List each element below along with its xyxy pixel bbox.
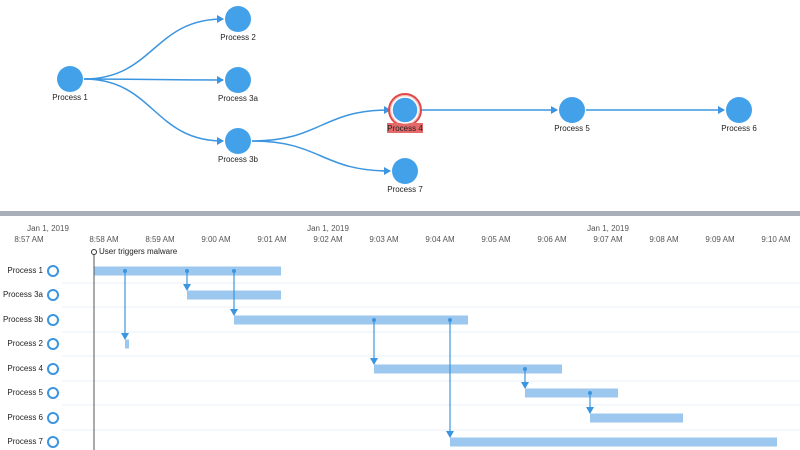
- node[interactable]: [391, 96, 419, 124]
- activity-bar[interactable]: [590, 413, 683, 423]
- row-label: Process 7: [7, 437, 43, 446]
- node[interactable]: [225, 128, 251, 154]
- activity-bar[interactable]: [234, 315, 468, 325]
- timeline: Jan 1, 2019 Jan 1, 2019 Jan 1, 2019 8:57 AM…: [3, 224, 800, 450]
- time-label: 9:09 AM: [705, 235, 735, 244]
- process-graph: Process 1 Process 2 Process 3a Process 3b Pr…: [52, 6, 757, 194]
- time-label: 9:08 AM: [649, 235, 679, 244]
- date-label: Jan 1, 2019: [307, 224, 349, 233]
- row-label: Process 6: [7, 413, 43, 422]
- node-label: Process 4: [387, 124, 423, 133]
- activity-bar[interactable]: [450, 437, 777, 447]
- row-icon[interactable]: [47, 289, 59, 301]
- node-label: Process 6: [721, 124, 757, 133]
- node[interactable]: [57, 66, 83, 92]
- node-label: Process 1: [52, 93, 88, 102]
- row-label: Process 3a: [3, 290, 44, 299]
- row-icon[interactable]: [47, 412, 59, 424]
- date-label: Jan 1, 2019: [27, 224, 69, 233]
- row-icon[interactable]: [47, 314, 59, 326]
- splitter[interactable]: [0, 211, 800, 216]
- time-label: 9:04 AM: [425, 235, 455, 244]
- time-label: 9:10 AM: [761, 235, 791, 244]
- time-label: 9:05 AM: [481, 235, 511, 244]
- row-label: Process 3b: [3, 315, 44, 324]
- edge: [251, 106, 391, 142]
- time-label: 9:02 AM: [313, 235, 343, 244]
- time-label: 8:57 AM: [14, 235, 44, 244]
- time-label: 9:06 AM: [537, 235, 567, 244]
- edge: [83, 15, 224, 80]
- node-label: Process 3b: [218, 155, 259, 164]
- edge: [83, 75, 224, 84]
- activity-bar[interactable]: [374, 364, 562, 374]
- row-icon[interactable]: [47, 265, 59, 277]
- event-marker[interactable]: [91, 249, 97, 255]
- row-icon[interactable]: [47, 363, 59, 375]
- node[interactable]: [392, 158, 418, 184]
- node-label: Process 5: [554, 124, 590, 133]
- time-label: 9:07 AM: [593, 235, 623, 244]
- activity-bar[interactable]: [125, 339, 129, 349]
- row-label: Process 2: [7, 339, 43, 348]
- row-label: Process 5: [7, 388, 43, 397]
- time-label: 9:03 AM: [369, 235, 399, 244]
- node[interactable]: [559, 97, 585, 123]
- edge: [83, 78, 224, 145]
- node-label: Process 7: [387, 185, 423, 194]
- activity-bar[interactable]: [525, 388, 618, 398]
- date-label: Jan 1, 2019: [587, 224, 629, 233]
- node-label: Process 2: [220, 33, 256, 42]
- row-label: Process 4: [7, 364, 43, 373]
- label-highlight: [387, 123, 423, 133]
- row-label: Process 1: [7, 266, 43, 275]
- row-icon[interactable]: [47, 338, 59, 350]
- time-label: 8:58 AM: [89, 235, 119, 244]
- edge: [251, 140, 391, 175]
- node[interactable]: [726, 97, 752, 123]
- event-label: User triggers malware: [99, 247, 178, 256]
- row-icon[interactable]: [47, 436, 59, 448]
- time-label: 8:59 AM: [145, 235, 175, 244]
- time-label: 9:00 AM: [201, 235, 231, 244]
- row-icon[interactable]: [47, 387, 59, 399]
- node-label: Process 3a: [218, 94, 259, 103]
- node[interactable]: [225, 6, 251, 32]
- node[interactable]: [225, 67, 251, 93]
- time-label: 9:01 AM: [257, 235, 287, 244]
